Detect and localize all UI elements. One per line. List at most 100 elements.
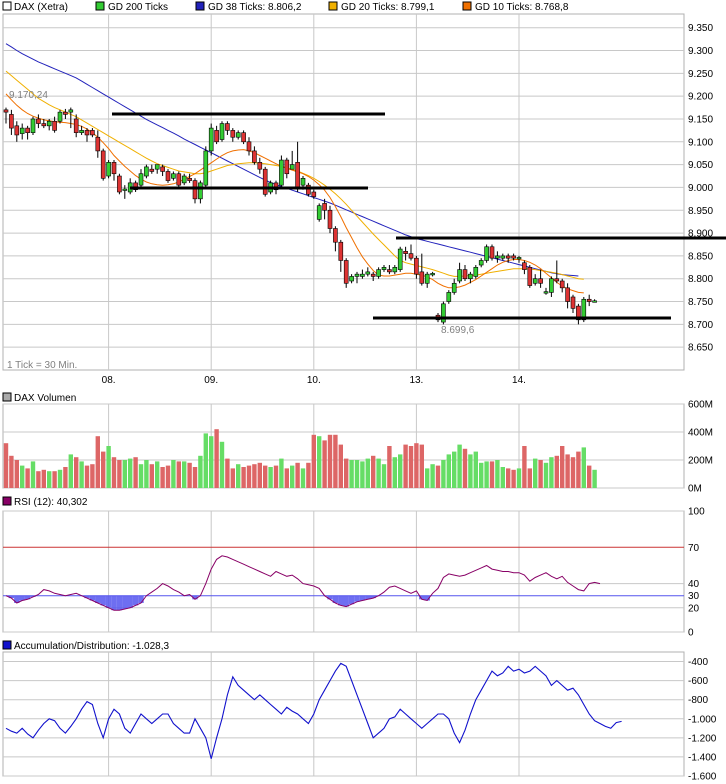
candle-body: [68, 109, 74, 113]
volume-bar: [446, 454, 451, 488]
volume-bar: [565, 454, 570, 488]
volume-y-tick-label: 400M: [688, 428, 713, 439]
candle-body: [133, 182, 138, 191]
candle-body: [457, 269, 462, 282]
candle-body: [570, 296, 576, 309]
volume-y-tick-label: 0M: [688, 484, 702, 495]
legend-dax: DAX (Xetra): [14, 2, 68, 13]
candle-body: [138, 173, 144, 186]
rsi-oversold-fill: [14, 595, 20, 603]
legend-swatch-gd20: [328, 1, 338, 11]
candle-body: [25, 127, 30, 133]
volume-bar: [398, 454, 403, 488]
volume-bar: [511, 469, 516, 488]
volume-y-tick-label: 200M: [688, 456, 713, 467]
volume-bar: [176, 461, 181, 488]
candle-body: [376, 269, 381, 277]
candle-body: [284, 159, 290, 175]
candle-body: [586, 298, 592, 302]
candle-body: [392, 267, 398, 273]
volume-bar: [36, 471, 41, 488]
candle-body: [349, 276, 354, 282]
volume-bar: [554, 455, 559, 488]
rsi-oversold-fill: [111, 595, 117, 611]
candle-body: [397, 248, 403, 270]
rsi-oversold-fill: [19, 595, 25, 601]
rsi-oversold-fill: [8, 595, 15, 599]
price-y-tick-label: 9.250: [688, 69, 713, 80]
grid-layer: [3, 14, 684, 777]
candle-body: [171, 173, 176, 179]
candle-body: [63, 111, 68, 115]
volume-bar: [392, 457, 397, 488]
candle-body: [289, 164, 295, 170]
legend-swatch-gd200: [95, 1, 105, 11]
volume-bar: [246, 465, 252, 488]
volume-bar: [263, 465, 268, 488]
price-y-tick-label: 8.800: [688, 274, 713, 285]
volume-bar: [376, 458, 381, 488]
volume-bar: [311, 434, 316, 488]
volume-bar: [538, 460, 543, 488]
candle-body: [403, 251, 408, 254]
candle-body: [522, 262, 527, 270]
volume-bar: [74, 457, 79, 488]
price-y-tick-label: 9.100: [688, 137, 713, 148]
candle-body: [73, 118, 79, 133]
volume-bar: [149, 464, 154, 488]
candle-body: [14, 125, 20, 136]
candle-body: [90, 130, 95, 136]
volume-bar: [25, 468, 30, 488]
rsi-layer: [5, 555, 601, 611]
candle-body: [462, 269, 468, 280]
x-tick-label: 10.: [307, 375, 321, 386]
volume-bar: [322, 440, 327, 488]
candle-body: [484, 246, 489, 261]
candle-body: [505, 255, 511, 259]
volume-bar: [479, 462, 484, 488]
candle-body: [500, 255, 506, 259]
candle-body: [441, 303, 446, 323]
candle-body: [451, 282, 457, 293]
volume-bar: [209, 436, 214, 488]
rsi-line: [5, 555, 601, 611]
ad-line: [5, 662, 622, 759]
volume-bar: [473, 451, 478, 488]
candle-body: [424, 273, 430, 284]
candle-body: [446, 292, 452, 302]
candle-body: [100, 150, 106, 179]
candle-body: [187, 178, 192, 181]
candle-body: [468, 273, 473, 280]
candle-body: [144, 166, 149, 177]
volume-bar: [90, 464, 95, 488]
candle-body: [592, 300, 597, 303]
volume-bar: [533, 458, 538, 488]
legend: DAX (Xetra) GD 200 Ticks GD 38 Ticks: 8.…: [2, 1, 569, 13]
rsi-y-tick-label: 40: [688, 579, 700, 590]
rsi-oversold-fill: [100, 595, 106, 606]
volume-bar: [527, 468, 532, 488]
volume-bar: [268, 467, 273, 488]
candle-body: [154, 164, 160, 170]
rsi-oversold-fill: [354, 595, 360, 602]
volume-bar: [414, 443, 419, 488]
legend-gd20: GD 20 Ticks: 8.799,1: [341, 2, 435, 13]
trend-lines: [112, 112, 726, 320]
candle-body: [532, 278, 538, 284]
rsi-oversold-fill: [116, 595, 123, 611]
rsi-oversold-fill: [338, 595, 344, 606]
volume-bar: [381, 464, 387, 488]
candle-body: [360, 273, 365, 277]
candle-body: [414, 257, 419, 275]
volume-bar: [462, 448, 468, 488]
volume-bar: [3, 443, 9, 488]
candle-body: [19, 127, 25, 134]
candle-body: [306, 184, 311, 195]
volume-title-swatch: [2, 392, 12, 402]
candle-body: [203, 150, 209, 186]
ad-layer: [5, 662, 622, 759]
volume-bar: [419, 444, 424, 488]
candle-body: [311, 191, 317, 197]
rsi-oversold-fill: [192, 595, 198, 600]
candle-body: [581, 298, 587, 321]
